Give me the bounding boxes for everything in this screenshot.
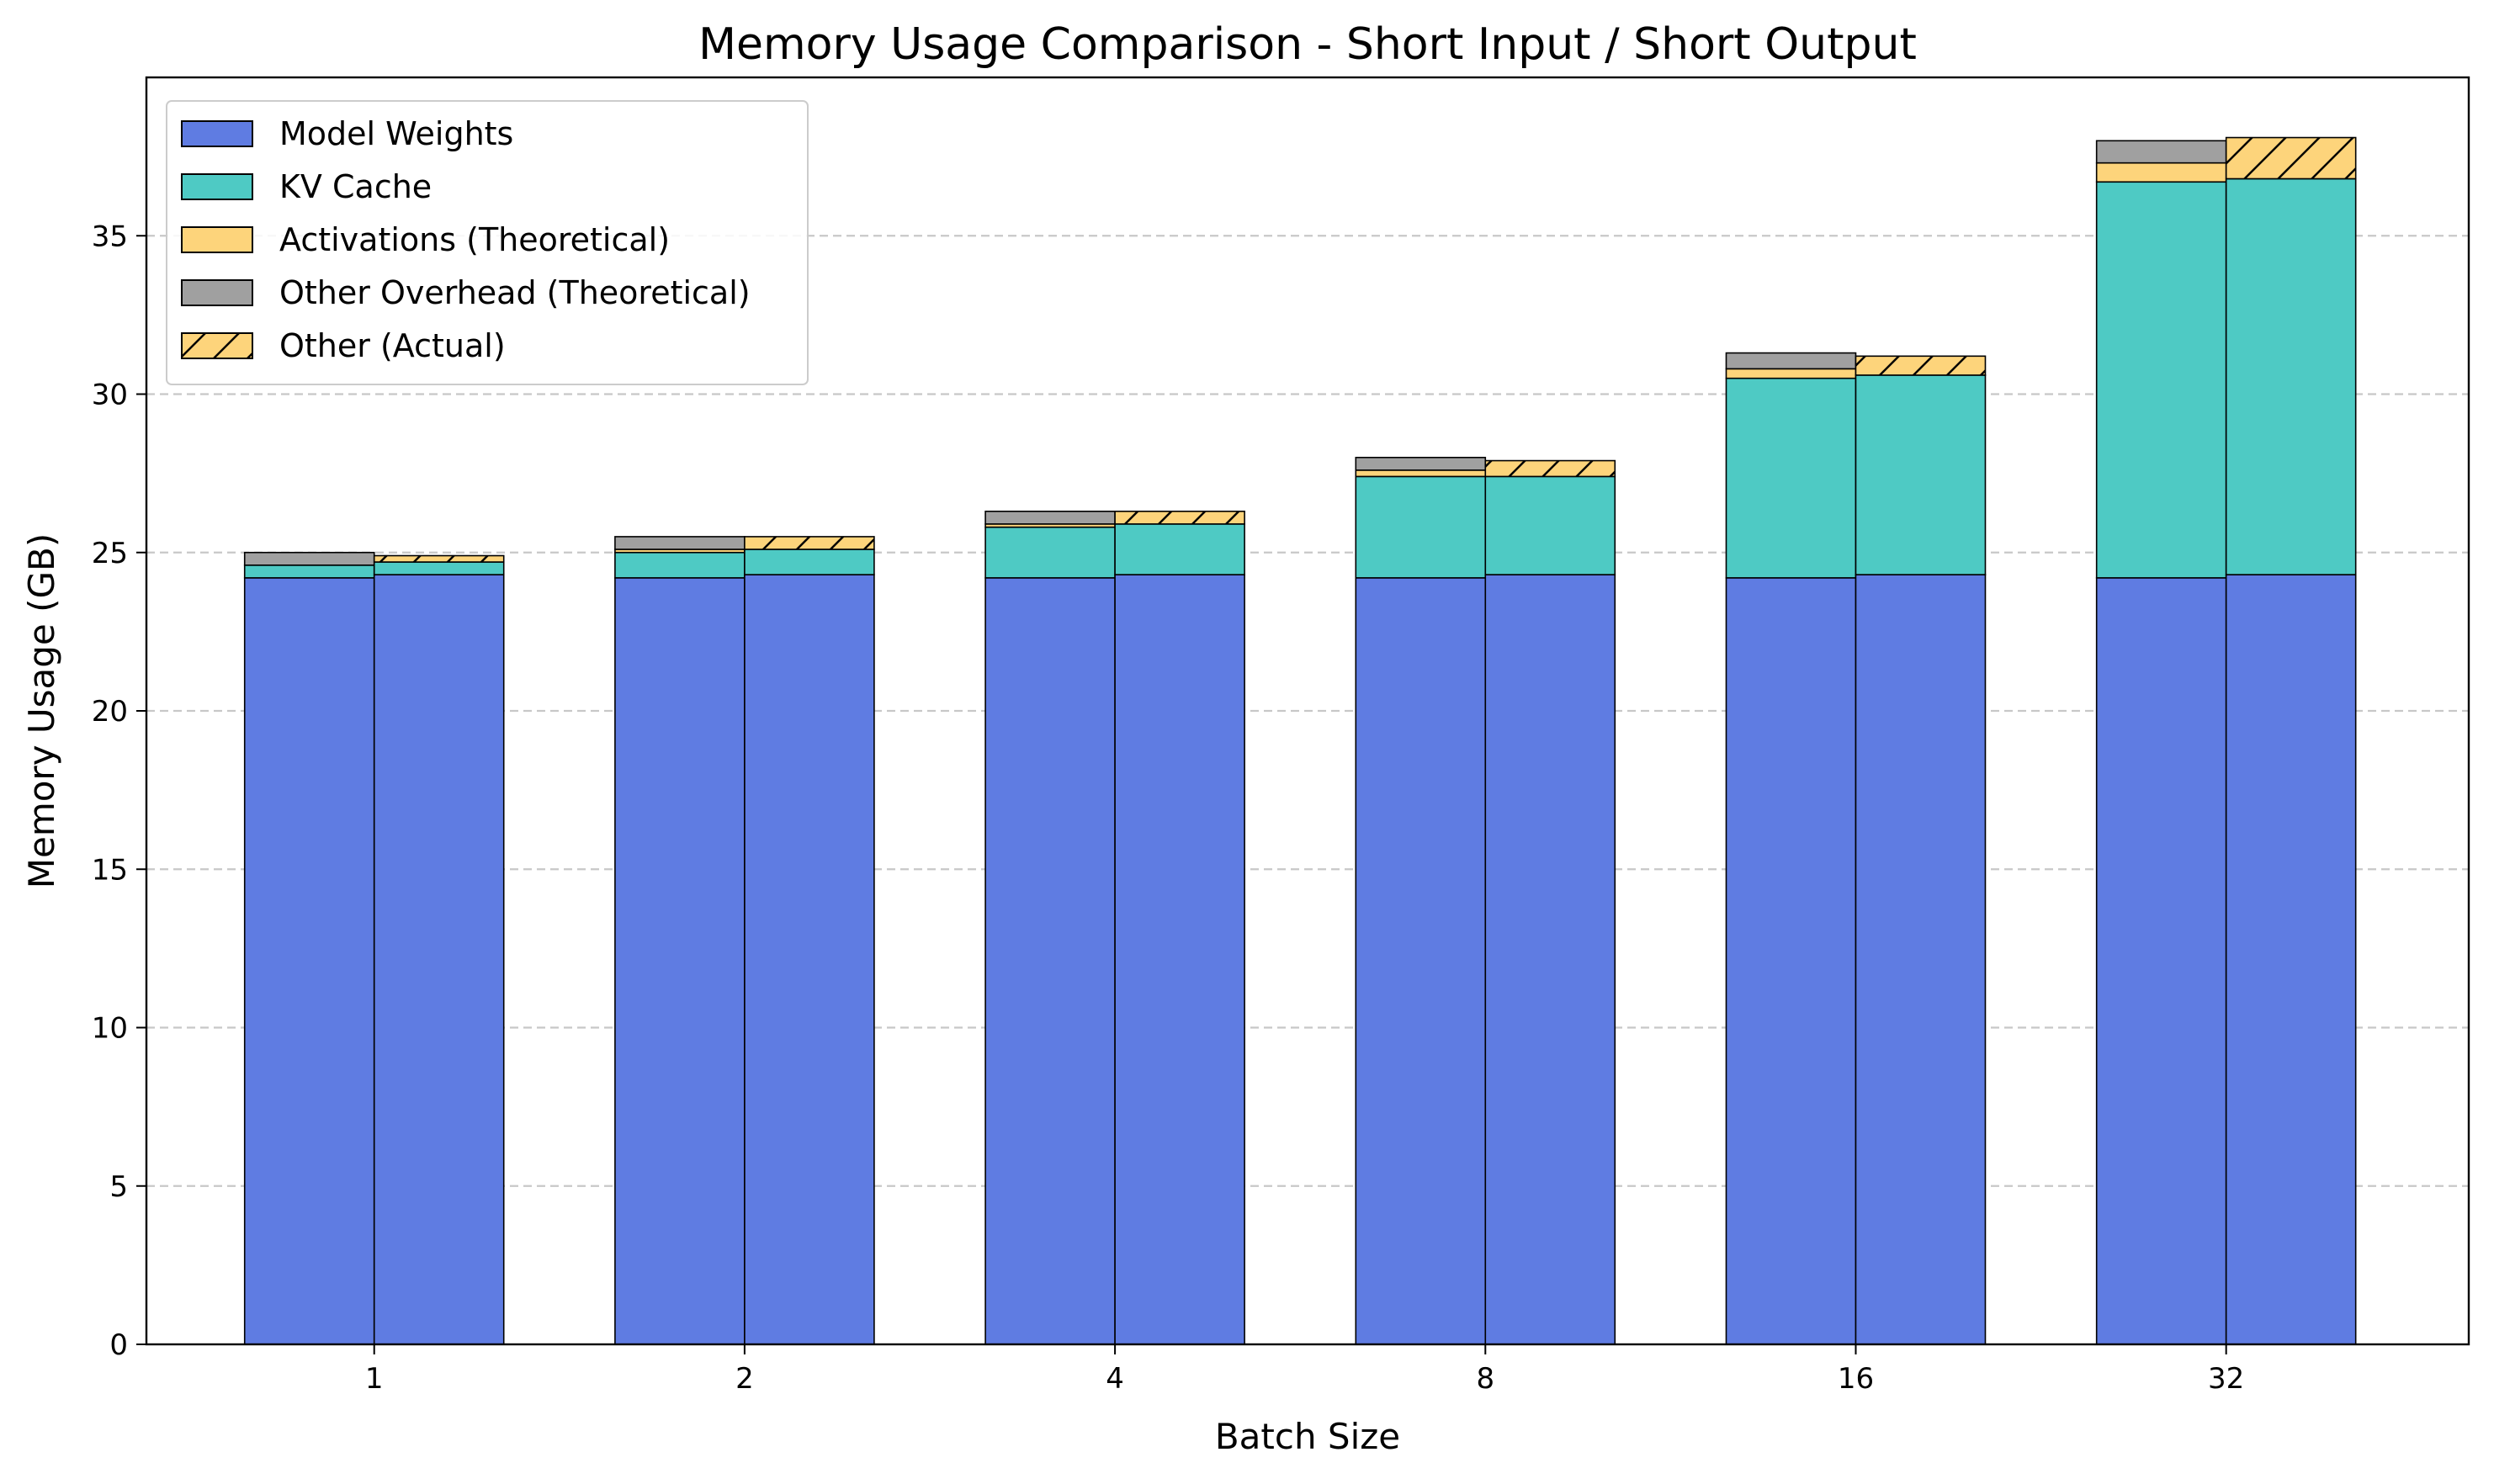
legend-swatch [181,332,253,359]
x-tick-label: 2 [735,1362,754,1396]
bars [243,136,2357,1345]
bar-theoretical-model-weights [984,577,1116,1345]
legend-swatch [181,226,253,253]
bar-theoretical-other-overhead [614,536,746,550]
axes: 0 5 10 15 20 25 30 35 1 2 4 8 16 32 [92,76,2470,1396]
bar-actual-other-actual [2225,136,2357,180]
x-axis-label: Batch Size [1215,1416,1400,1457]
x-tick-label: 8 [1476,1362,1494,1396]
legend-entry: Model Weights [279,115,513,152]
y-tick-label: 0 [109,1328,128,1362]
bar-theoretical-model-weights [243,577,375,1345]
y-tick-label: 5 [109,1170,128,1204]
x-tick-label: 32 [2208,1362,2244,1396]
bar-theoretical-model-weights [614,577,746,1345]
bar-theoretical-kv-cache [1725,377,1857,579]
bar-theoretical-kv-cache [2095,181,2227,579]
bar-actual-kv-cache [2225,178,2357,575]
bar-actual-model-weights [744,574,875,1345]
legend-swatch [181,173,253,200]
y-axis-label: Memory Usage (GB) [21,533,62,889]
grid-lines [146,235,2469,1187]
y-tick-label: 10 [92,1012,128,1046]
bar-actual-model-weights [2225,574,2357,1345]
bar-actual-kv-cache [1855,374,1987,575]
bar-theoretical-other-overhead [1355,456,1487,471]
y-tick-label: 25 [92,537,128,570]
bar-theoretical-other-overhead [984,511,1116,525]
bar-actual-other-actual [373,554,505,563]
y-tick-label: 35 [92,220,128,253]
chart-title: Memory Usage Comparison - Short Input / … [698,19,1917,70]
bar-actual-kv-cache [373,561,505,575]
legend-entry: Activations (Theoretical) [279,221,670,258]
bar-theoretical-other-overhead [243,551,375,566]
bar-theoretical-kv-cache [614,551,746,579]
bar-actual-other-actual [1484,459,1616,478]
bar-theoretical-activations [1725,368,1857,379]
bar-actual-kv-cache [1114,523,1245,575]
bar-actual-model-weights [1855,574,1987,1345]
legend-swatch [181,120,253,147]
legend-entry: KV Cache [279,168,432,205]
x-tick-label: 16 [1838,1362,1874,1396]
bar-actual-model-weights [373,574,505,1345]
bar-actual-model-weights [1114,574,1245,1345]
bar-actual-other-actual [1114,511,1245,525]
bar-actual-kv-cache [1484,475,1616,575]
bar-theoretical-kv-cache [243,564,375,579]
x-tick-label: 4 [1106,1362,1124,1396]
bar-theoretical-model-weights [1725,577,1857,1345]
legend-box [166,100,809,385]
bar-theoretical-activations [2095,162,2227,183]
y-tick-label: 30 [92,379,128,412]
legend: Model Weights KV Cache Activations (Theore… [166,100,809,385]
legend-entry: Other (Actual) [279,327,506,364]
bar-actual-other-actual [744,536,875,550]
bar-actual-model-weights [1484,574,1616,1345]
bar-actual-other-actual [1855,355,1987,376]
bar-theoretical-kv-cache [1355,475,1487,579]
plot-frame [145,76,2470,1346]
x-tick-label: 1 [365,1362,384,1396]
bar-theoretical-activations [1355,469,1487,478]
bar-theoretical-kv-cache [984,526,1116,579]
bar-actual-kv-cache [744,549,875,575]
y-tick-label: 15 [92,853,128,887]
bar-theoretical-model-weights [2095,577,2227,1345]
bar-theoretical-other-overhead [1725,352,1857,370]
y-tick-label: 20 [92,695,128,729]
bar-theoretical-other-overhead [2095,140,2227,164]
bar-theoretical-model-weights [1355,577,1487,1345]
legend-entry: Other Overhead (Theoretical) [279,274,751,311]
legend-swatch [181,279,253,306]
